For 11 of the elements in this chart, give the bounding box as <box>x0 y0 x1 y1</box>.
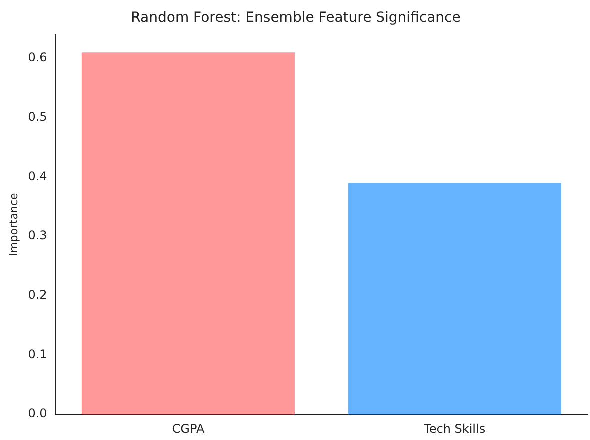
x-tick-label: Tech Skills <box>423 422 486 436</box>
x-tick-label: CGPA <box>172 422 206 436</box>
y-tick-label: 0.0 <box>28 406 48 421</box>
y-axis-title: Importance <box>7 192 20 256</box>
y-tick-label: 0.1 <box>28 347 48 362</box>
y-tick-label: 0.5 <box>28 110 48 124</box>
y-tick-label: 0.2 <box>28 288 48 302</box>
y-tick-label: 0.6 <box>28 50 48 65</box>
y-tick-label: 0.3 <box>28 228 48 243</box>
chart-title: Random Forest: Ensemble Feature Significance <box>131 10 461 26</box>
y-tick-label: 0.4 <box>28 169 48 184</box>
